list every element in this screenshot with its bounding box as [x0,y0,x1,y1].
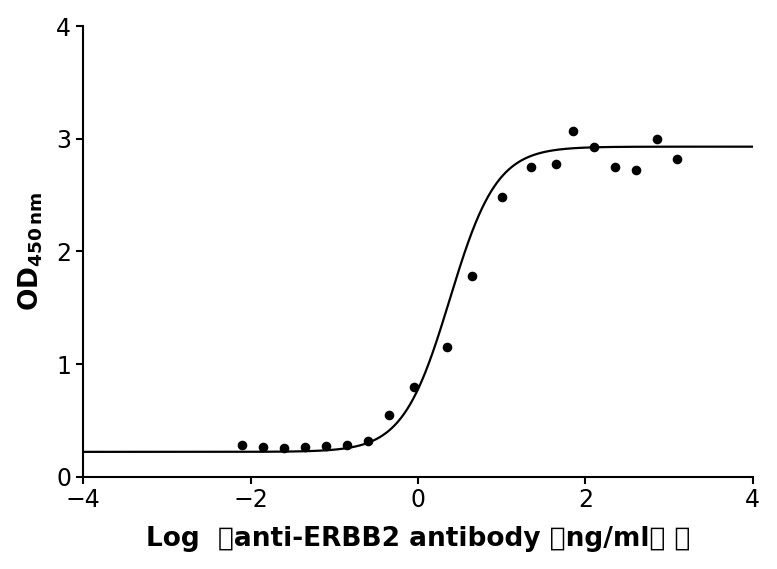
Point [361,436,374,445]
Point [496,193,508,202]
X-axis label: Log  （anti-ERBB2 antibody （ng/ml） ）: Log （anti-ERBB2 antibody （ng/ml） ） [146,526,690,552]
Point [257,443,270,452]
Point [340,440,353,450]
Point [441,343,454,352]
Point [608,162,621,171]
Point [319,442,332,451]
Point [466,271,479,281]
Point [236,440,249,450]
Point [566,126,579,135]
Point [382,410,395,419]
Point [524,162,537,171]
Point [278,444,291,453]
Point [587,142,600,151]
Point [671,155,684,164]
Y-axis label: $\mathbf{OD_{450\,nm}}$: $\mathbf{OD_{450\,nm}}$ [16,192,45,311]
Point [629,166,642,175]
Point [298,443,311,452]
Point [408,382,420,391]
Point [550,159,563,168]
Point [650,134,663,143]
